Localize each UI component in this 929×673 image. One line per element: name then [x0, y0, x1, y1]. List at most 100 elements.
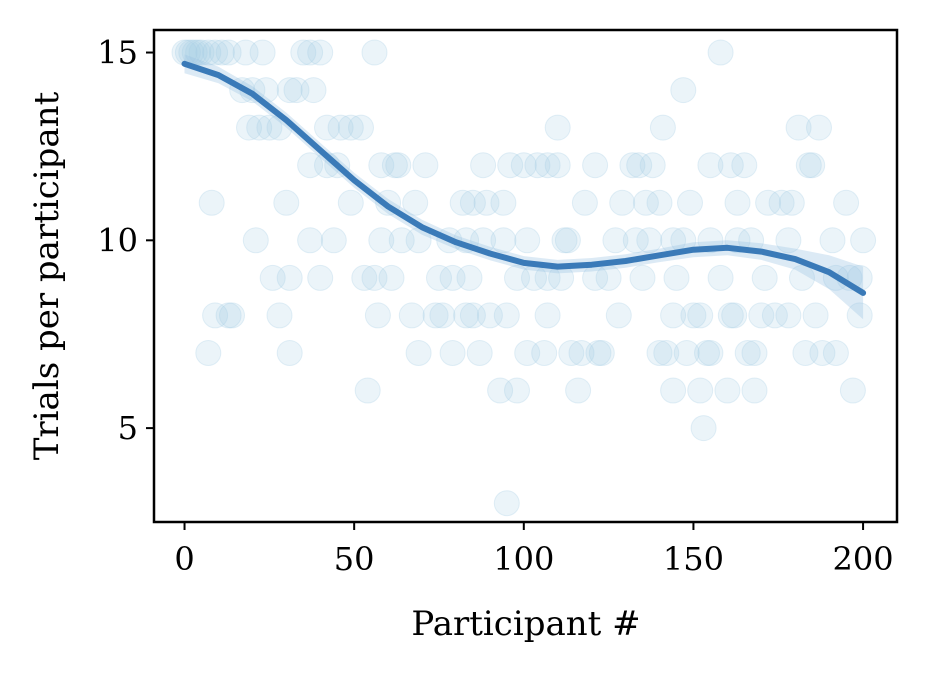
data-point — [687, 302, 714, 329]
data-point — [297, 39, 324, 66]
data-point — [459, 189, 486, 216]
data-point — [646, 340, 673, 366]
y-axis-ticks: 5 10 15 — [97, 34, 154, 447]
data-point — [215, 39, 242, 66]
data-point — [734, 340, 761, 366]
confidence-band — [184, 54, 864, 320]
data-point — [466, 340, 493, 366]
data-point — [493, 302, 520, 329]
data-point — [493, 490, 520, 517]
data-point — [449, 189, 476, 216]
data-point — [504, 264, 530, 291]
data-point — [544, 114, 571, 141]
data-point — [195, 340, 222, 366]
data-point — [677, 189, 703, 216]
data-point — [514, 340, 541, 366]
data-point — [748, 302, 775, 329]
data-point — [266, 302, 293, 329]
data-point — [283, 77, 310, 104]
x-axis-ticks: 0 50 100 150 200 — [174, 522, 894, 578]
data-point — [789, 264, 815, 291]
x-tick-label: 150 — [663, 540, 724, 578]
data-point — [568, 340, 595, 366]
data-point — [565, 377, 592, 404]
x-axis-label: Participant # — [411, 604, 640, 644]
data-point — [636, 227, 663, 254]
data-point — [839, 377, 866, 404]
data-point — [717, 302, 744, 329]
data-point — [368, 152, 395, 179]
data-point — [276, 264, 303, 291]
data-point — [785, 114, 812, 141]
data-point — [846, 302, 873, 329]
data-point — [354, 377, 381, 404]
data-point — [649, 114, 676, 141]
data-point — [476, 302, 503, 329]
data-point — [707, 39, 734, 66]
data-point — [426, 264, 452, 291]
data-point — [626, 152, 653, 179]
data-point — [202, 39, 229, 66]
data-point — [195, 39, 222, 66]
data-point — [364, 302, 391, 329]
data-point — [188, 39, 215, 66]
data-point — [833, 189, 860, 216]
data-point — [609, 189, 636, 216]
data-point — [761, 302, 788, 329]
data-point — [544, 152, 571, 179]
data-point — [850, 227, 877, 254]
y-tick-label: 5 — [118, 409, 138, 447]
data-point — [721, 302, 748, 329]
data-point — [412, 152, 439, 179]
data-point — [619, 152, 646, 179]
data-point — [534, 152, 561, 179]
data-point — [694, 340, 720, 366]
data-point — [514, 227, 541, 254]
data-point — [232, 39, 259, 66]
data-point — [276, 340, 303, 366]
data-point — [273, 189, 300, 216]
data-point — [588, 340, 615, 366]
data-point — [741, 340, 768, 366]
data-point — [653, 340, 680, 366]
data-point — [707, 264, 734, 291]
data-point — [456, 264, 483, 291]
data-point — [622, 227, 649, 254]
data-point — [524, 152, 551, 179]
data-point — [351, 264, 378, 291]
data-point — [361, 39, 388, 66]
data-point — [558, 340, 585, 366]
data-point — [554, 227, 581, 254]
data-point — [297, 152, 324, 179]
data-point — [276, 77, 303, 104]
data-point — [639, 152, 666, 179]
data-point — [185, 39, 212, 66]
data-point — [802, 302, 829, 329]
data-point — [202, 302, 229, 329]
y-tick-label: 15 — [97, 34, 138, 72]
data-point — [198, 189, 225, 216]
data-point — [697, 340, 724, 366]
data-point — [510, 152, 537, 179]
data-point — [297, 227, 324, 254]
data-point — [775, 227, 802, 254]
data-point — [459, 302, 486, 329]
y-tick-label: 10 — [97, 221, 138, 259]
data-point — [778, 189, 805, 216]
data-point — [348, 114, 374, 141]
data-point — [361, 264, 388, 291]
data-point — [741, 377, 768, 404]
data-point — [605, 302, 632, 329]
data-point — [337, 114, 364, 141]
data-point — [236, 114, 262, 141]
data-point — [256, 114, 283, 141]
data-point — [660, 377, 687, 404]
data-point — [646, 189, 673, 216]
data-point — [307, 264, 334, 291]
plot-frame — [152, 28, 899, 524]
data-point — [337, 189, 364, 216]
data-point — [388, 227, 415, 254]
data-point — [792, 340, 819, 366]
data-point — [775, 302, 802, 329]
data-point — [242, 227, 269, 254]
